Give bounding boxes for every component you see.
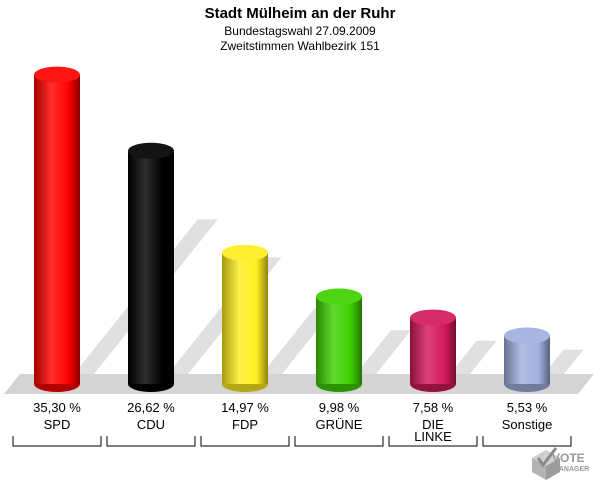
bar-cap — [222, 244, 268, 261]
category-label: Sonstige — [502, 417, 553, 432]
logo-vote-text: VOTE — [552, 451, 585, 465]
category-bracket — [482, 436, 572, 447]
value-label: 35,30 % — [33, 400, 81, 415]
labels-group: 35,30 % SPD 26,62 % CDU 14,97 % FDP 9,98 % GRÜN… — [12, 400, 572, 447]
chart-subtitle-district: Zweitstimmen Wahlbezirk 151 — [220, 39, 380, 53]
bar-shadow — [450, 340, 497, 374]
bar-shadow — [544, 349, 584, 374]
category-label: GRÜNE — [316, 417, 363, 432]
bar — [504, 335, 550, 384]
chart-subtitle-date: Bundestagswahl 27.09.2009 — [224, 24, 376, 38]
category-bracket — [388, 436, 478, 447]
bar-shadow — [356, 330, 411, 374]
bar — [128, 150, 174, 384]
chart-title: Stadt Mülheim an der Ruhr — [205, 5, 396, 22]
value-label: 14,97 % — [221, 400, 269, 415]
category-bracket — [200, 436, 290, 447]
category-label: DIE — [422, 417, 444, 432]
bar — [34, 74, 80, 385]
ballot-box-icon — [532, 447, 560, 480]
category-label: SPD — [44, 417, 71, 432]
category-bracket — [12, 436, 102, 447]
category-label: LINKE — [414, 429, 452, 444]
logo-manager-text: MANAGER — [553, 466, 589, 473]
bar-cap — [316, 288, 362, 305]
value-label: 7,58 % — [413, 400, 454, 415]
bar — [222, 252, 268, 384]
value-label: 9,98 % — [319, 400, 360, 415]
bar-cap — [410, 309, 456, 326]
value-label: 26,62 % — [127, 400, 175, 415]
bar-cap — [504, 327, 550, 344]
bar — [410, 317, 456, 384]
bar-cap — [34, 66, 80, 83]
votemanager-logo: VOTE MANAGER — [532, 447, 589, 480]
bars-group — [34, 66, 584, 392]
category-label: CDU — [137, 417, 165, 432]
bar-cap — [128, 142, 174, 159]
bar — [316, 296, 362, 384]
value-label: 5,53 % — [507, 400, 548, 415]
category-label: FDP — [232, 417, 258, 432]
category-bracket — [106, 436, 196, 447]
category-bracket — [294, 436, 384, 447]
